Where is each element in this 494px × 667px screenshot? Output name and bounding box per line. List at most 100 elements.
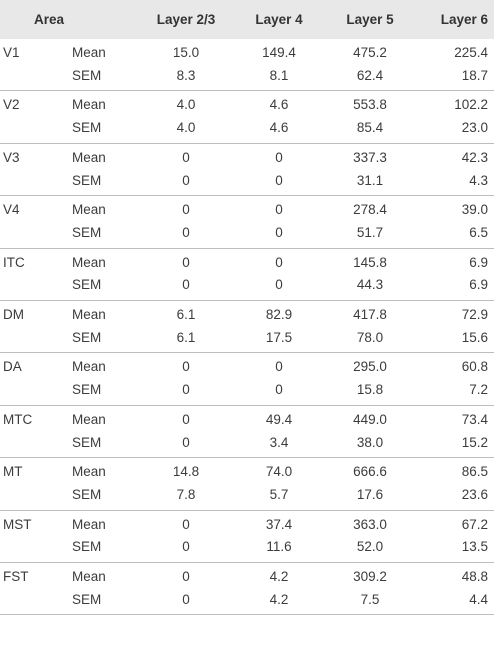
value-cell: 37.4 bbox=[265, 516, 293, 532]
value-cell: 0 bbox=[182, 382, 190, 398]
value-cell: 48.8 bbox=[461, 569, 488, 585]
value-cell: 51.7 bbox=[356, 224, 384, 240]
table-row: SEM 0 11.6 52.0 13.5 bbox=[0, 536, 494, 563]
value-cell: 85.4 bbox=[356, 120, 384, 136]
stat-label-cell: Mean bbox=[72, 45, 106, 60]
value-cell: 0 bbox=[182, 359, 190, 375]
stat-label-cell: SEM bbox=[72, 486, 102, 502]
table-row: SEM 0 0 15.8 7.2 bbox=[0, 379, 494, 406]
area-cell: MST bbox=[3, 516, 32, 532]
value-cell: 18.7 bbox=[461, 67, 488, 83]
value-cell: 72.9 bbox=[461, 307, 488, 323]
value-cell: 14.8 bbox=[172, 464, 200, 480]
value-cell: 6.5 bbox=[469, 224, 488, 240]
area-cell bbox=[0, 170, 72, 196]
value-cell: 417.8 bbox=[353, 307, 387, 323]
value-cell: 4.4 bbox=[469, 591, 488, 607]
value-cell: 0 bbox=[275, 224, 283, 240]
table-row: V3 Mean 0 0 337.3 42.3 bbox=[0, 143, 494, 169]
table-header-row: Area Layer 2/3 Layer 4 Layer 5 Layer 6 bbox=[0, 0, 494, 39]
stat-label-cell: Mean bbox=[72, 516, 106, 532]
header-layer-6: Layer 6 bbox=[440, 12, 488, 27]
value-cell: 6.1 bbox=[176, 307, 196, 323]
value-cell: 6.9 bbox=[469, 254, 488, 270]
value-cell: 0 bbox=[182, 539, 190, 555]
value-cell: 0 bbox=[182, 569, 190, 585]
stat-label-cell: SEM bbox=[72, 172, 102, 188]
value-cell: 6.1 bbox=[176, 329, 196, 345]
area-cell bbox=[0, 222, 72, 248]
area-cell: V3 bbox=[3, 149, 20, 165]
area-cell: DA bbox=[3, 359, 22, 375]
value-cell: 3.4 bbox=[269, 434, 289, 450]
area-cell: MTC bbox=[3, 411, 33, 427]
value-cell: 0 bbox=[182, 277, 190, 293]
value-cell: 15.6 bbox=[461, 329, 488, 345]
value-cell: 0 bbox=[182, 172, 190, 188]
stat-label-cell: Mean bbox=[72, 202, 106, 218]
value-cell: 17.6 bbox=[356, 486, 384, 502]
header-layer-5: Layer 5 bbox=[346, 12, 394, 27]
stat-label-cell: SEM bbox=[72, 277, 102, 293]
area-cell bbox=[0, 65, 72, 91]
area-cell bbox=[0, 484, 72, 510]
value-cell: 39.0 bbox=[461, 202, 488, 218]
stat-label-cell: Mean bbox=[72, 464, 106, 480]
stat-label-cell: SEM bbox=[72, 591, 102, 607]
stat-label-cell: Mean bbox=[72, 254, 106, 270]
value-cell: 0 bbox=[182, 224, 190, 240]
area-cell bbox=[0, 379, 72, 405]
value-cell: 0 bbox=[182, 411, 190, 427]
table-row: V1 Mean 15.0 149.4 475.2 225.4 bbox=[0, 39, 494, 65]
value-cell: 31.1 bbox=[356, 172, 384, 188]
value-cell: 8.1 bbox=[269, 67, 289, 83]
value-cell: 102.2 bbox=[454, 97, 488, 113]
value-cell: 23.0 bbox=[461, 120, 488, 136]
value-cell: 4.2 bbox=[269, 569, 289, 585]
header-layer-4: Layer 4 bbox=[255, 12, 303, 27]
value-cell: 0 bbox=[275, 382, 283, 398]
value-cell: 60.8 bbox=[461, 359, 488, 375]
table-row: MT Mean 14.8 74.0 666.6 86.5 bbox=[0, 458, 494, 484]
stat-label-cell: Mean bbox=[72, 359, 106, 375]
table-row: ITC Mean 0 0 145.8 6.9 bbox=[0, 248, 494, 274]
area-cell bbox=[0, 274, 72, 300]
value-cell: 15.2 bbox=[461, 434, 488, 450]
value-cell: 0 bbox=[275, 254, 283, 270]
value-cell: 0 bbox=[275, 277, 283, 293]
area-cell: FST bbox=[3, 569, 29, 585]
value-cell: 17.5 bbox=[265, 329, 293, 345]
table-row: MTC Mean 0 49.4 449.0 73.4 bbox=[0, 405, 494, 431]
value-cell: 475.2 bbox=[353, 45, 387, 60]
stat-label-cell: Mean bbox=[72, 569, 106, 585]
value-cell: 0 bbox=[182, 591, 190, 607]
stat-label-cell: SEM bbox=[72, 539, 102, 555]
table-row: SEM 0 0 44.3 6.9 bbox=[0, 274, 494, 301]
table-row: DA Mean 0 0 295.0 60.8 bbox=[0, 353, 494, 379]
value-cell: 15.8 bbox=[356, 382, 384, 398]
value-cell: 0 bbox=[275, 149, 283, 165]
value-cell: 4.0 bbox=[176, 97, 196, 113]
value-cell: 7.5 bbox=[360, 591, 380, 607]
area-cell: ITC bbox=[3, 254, 25, 270]
table-row: SEM 0 0 51.7 6.5 bbox=[0, 222, 494, 249]
value-cell: 7.2 bbox=[469, 382, 488, 398]
value-cell: 0 bbox=[182, 434, 190, 450]
value-cell: 82.9 bbox=[265, 307, 293, 323]
value-cell: 13.5 bbox=[461, 539, 488, 555]
table-body: V1 Mean 15.0 149.4 475.2 225.4 SEM 8.3 8.1 62.4 18… bbox=[0, 39, 494, 615]
value-cell: 553.8 bbox=[353, 97, 387, 113]
table-row: DM Mean 6.1 82.9 417.8 72.9 bbox=[0, 301, 494, 327]
value-cell: 8.3 bbox=[176, 67, 196, 83]
value-cell: 149.4 bbox=[262, 45, 296, 60]
area-cell bbox=[0, 432, 72, 458]
value-cell: 78.0 bbox=[356, 329, 384, 345]
value-cell: 145.8 bbox=[353, 254, 387, 270]
value-cell: 0 bbox=[275, 202, 283, 218]
value-cell: 44.3 bbox=[356, 277, 384, 293]
stat-label-cell: SEM bbox=[72, 382, 102, 398]
value-cell: 6.9 bbox=[469, 277, 488, 293]
stat-label-cell: Mean bbox=[72, 97, 106, 113]
value-cell: 278.4 bbox=[353, 202, 387, 218]
